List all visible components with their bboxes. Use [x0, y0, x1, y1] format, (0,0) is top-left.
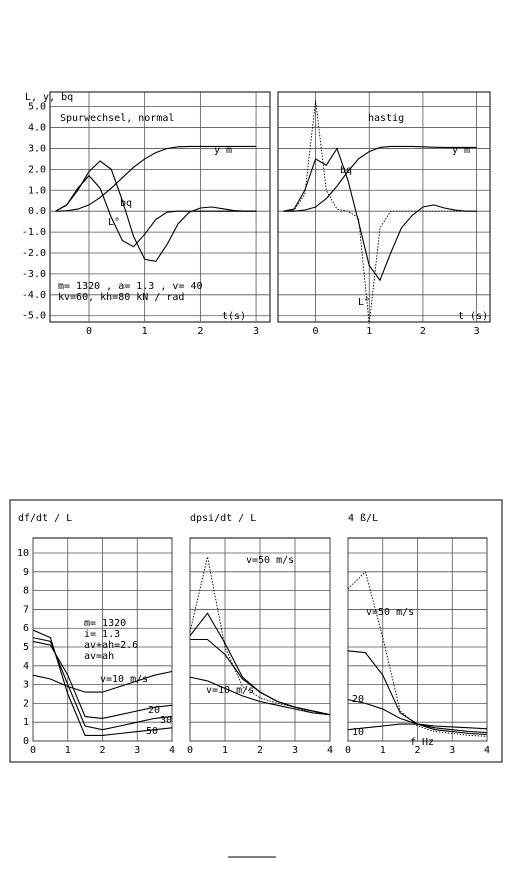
annotation: av+ah=2.6	[84, 640, 138, 651]
y-tick-label: -1.0	[22, 227, 46, 238]
figure-frame	[9, 499, 503, 763]
x-tick-label: 3	[134, 745, 140, 756]
series-label: 20	[148, 705, 160, 716]
y-tick-label: 4.0	[28, 123, 46, 134]
series-label: y m	[452, 145, 470, 156]
y-tick-label: -5.0	[22, 311, 46, 322]
x-tick-label: 2	[99, 745, 105, 756]
x-tick-label: 0	[30, 745, 36, 756]
y-tick-label: 5.0	[28, 102, 46, 113]
y-axis-label: L, y, bq	[25, 92, 73, 103]
y-tick-label: -3.0	[22, 269, 46, 280]
data-line	[55, 145, 257, 212]
x-tick-label: 4	[327, 745, 333, 756]
chart-title: Spurwechsel, normal	[60, 113, 174, 124]
series-label: v=50 m/s	[366, 607, 414, 618]
y-tick-label: 3	[23, 680, 29, 691]
y-axis-label: df/dt / L	[18, 513, 72, 524]
y-tick-label: -4.0	[22, 290, 46, 301]
y-tick-label: -2.0	[22, 248, 46, 259]
y-tick-label: 1.0	[28, 185, 46, 196]
annotation: m= 1320 , a= 1.3 , v= 40	[58, 281, 203, 292]
x-tick-label: 0	[86, 326, 92, 337]
y-tick-label: 1	[23, 717, 29, 728]
annotation: m= 1320	[84, 618, 126, 629]
annotation: kv=60, kh=80 kN / rad	[58, 292, 184, 303]
data-line	[189, 612, 331, 716]
y-tick-label: 7	[23, 604, 29, 615]
data-line	[347, 570, 488, 737]
x-tick-label: 3	[449, 745, 455, 756]
annotation: av=ah	[84, 651, 114, 662]
y-tick-label: 8	[23, 586, 29, 597]
plot-frame	[49, 91, 271, 323]
y-tick-label: 4	[23, 661, 29, 672]
x-tick-label: 1	[65, 745, 71, 756]
data-line	[283, 145, 477, 212]
x-tick-label: 4	[169, 745, 175, 756]
series-label: v=10 m/s	[100, 674, 148, 685]
series-label: v=10 m/s	[206, 685, 254, 696]
annotation: t(s)	[222, 311, 246, 322]
x-tick-label: 0	[313, 326, 319, 337]
series-label: 20	[352, 694, 364, 705]
plot-frame	[277, 91, 491, 323]
series-label: y m	[214, 145, 232, 156]
x-tick-label: 4	[484, 745, 490, 756]
x-tick-label: 1	[366, 326, 372, 337]
series-label: 10	[352, 727, 364, 738]
chart-title: hastig	[368, 113, 404, 124]
x-tick-label: 0	[187, 745, 193, 756]
x-tick-label: 0	[345, 745, 351, 756]
series-label: 50	[146, 726, 158, 737]
y-tick-label: 9	[23, 567, 29, 578]
y-axis-label: dpsi/dt / L	[190, 513, 256, 524]
x-tick-label: 3	[292, 745, 298, 756]
series-label: bq	[340, 165, 352, 176]
x-tick-label: 3	[253, 326, 259, 337]
data-line	[55, 160, 257, 263]
series-label: L°	[358, 297, 370, 308]
x-tick-label: 1	[222, 745, 228, 756]
y-axis-label: 4 ß/L	[348, 513, 378, 524]
data-line	[32, 629, 173, 736]
y-tick-label: 0	[23, 736, 29, 747]
y-tick-label: 10	[17, 548, 29, 559]
annotation: i= 1.3	[84, 629, 120, 640]
x-tick-label: 1	[380, 745, 386, 756]
x-tick-label: 2	[420, 326, 426, 337]
data-line	[347, 650, 488, 735]
x-tick-label: 3	[474, 326, 480, 337]
x-tick-label: 2	[414, 745, 420, 756]
data-line	[189, 676, 331, 716]
data-line	[32, 670, 173, 693]
annotation: t (s)	[458, 311, 488, 322]
y-tick-label: 6	[23, 623, 29, 634]
y-tick-label: 0.0	[28, 206, 46, 217]
x-tick-label: 1	[142, 326, 148, 337]
series-label: 30	[160, 715, 172, 726]
series-label: v=50 m/s	[246, 555, 294, 566]
y-tick-label: 3.0	[28, 143, 46, 154]
annotation: f Hz	[410, 737, 434, 748]
y-tick-label: 2	[23, 698, 29, 709]
series-label: bq	[120, 198, 132, 209]
data-line	[283, 147, 477, 282]
x-tick-label: 2	[257, 745, 263, 756]
y-tick-label: 2.0	[28, 164, 46, 175]
y-tick-label: 5	[23, 642, 29, 653]
data-line	[283, 100, 477, 325]
x-tick-label: 2	[197, 326, 203, 337]
data-line	[55, 174, 257, 248]
